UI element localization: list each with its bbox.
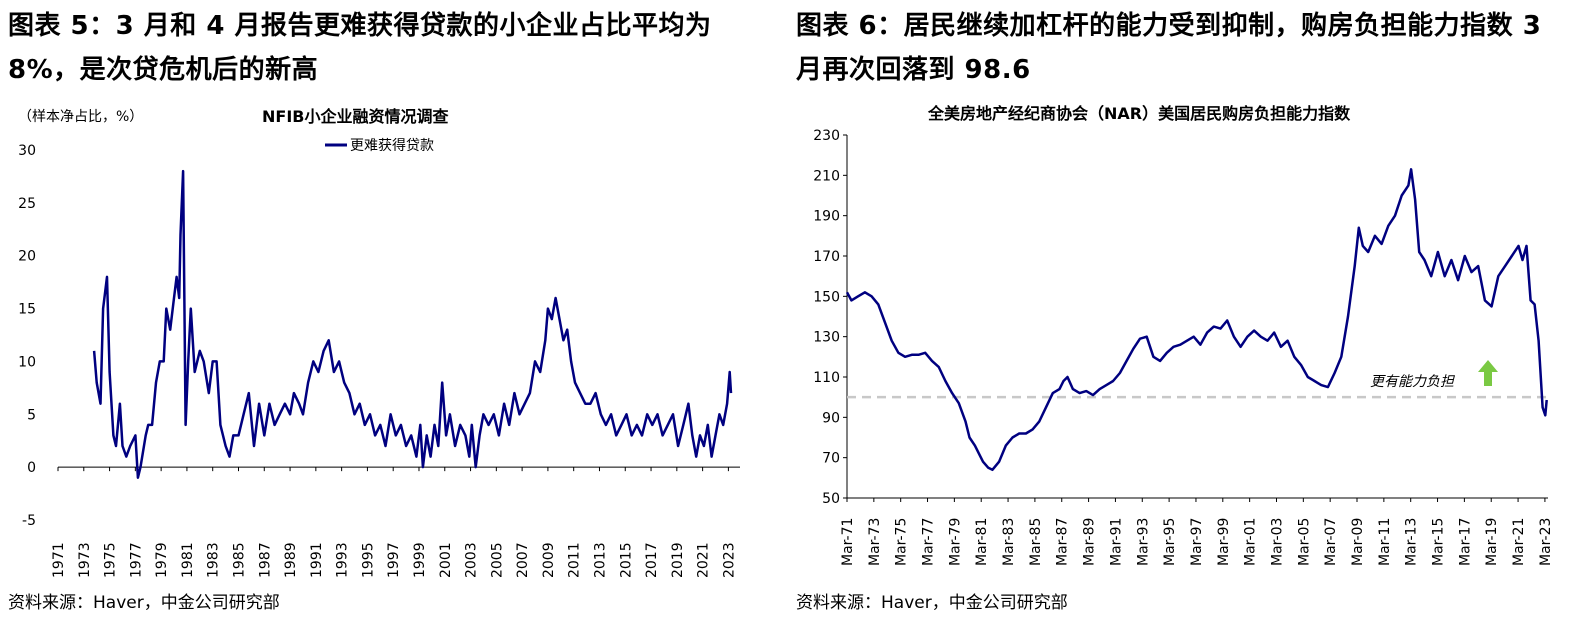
x-tick-label: 2009 [541,542,557,578]
y-tick-label: 5 [27,407,36,423]
x-tick-label: Mar-17 [1457,518,1473,566]
chart-title: NFIB小企业融资情况调查 [262,107,448,126]
series-line-harder-to-get-loans [92,169,733,479]
x-tick-label: 2021 [696,542,712,578]
nfib-chart: NFIB小企业融资情况调查 （样本净占比，%） 更难获得贷款 -5 0 5 10 15 20 25… [18,107,740,578]
y-tick-label: 90 [822,410,840,426]
x-tick-label: 2007 [515,542,531,578]
x-tick-label: 2013 [592,542,608,578]
y-tick-label: 25 [18,196,36,212]
y-tick-label: 190 [813,209,840,225]
figure-6-panel: 图表 6：居民继续加杠杆的能力受到抑制，购房负担能力指数 3 月再次回落到 98… [788,0,1578,624]
x-tick-label: Mar-73 [867,518,883,566]
x-tick-label: 1999 [412,542,428,578]
x-tick-label: 1977 [128,542,144,578]
y-tick-label: 0 [27,460,36,476]
x-tick-label: 1973 [77,542,93,578]
figure-5-panel: 图表 5：3 月和 4 月报告更难获得贷款的小企业占比平均为 8%，是次贷危机后… [0,0,780,624]
x-tick-label: Mar-19 [1484,518,1500,566]
figure-6-source: 资料来源：Haver，中金公司研究部 [796,593,1068,613]
legend-label: 更难获得贷款 [350,137,434,154]
x-tick-label: Mar-07 [1323,518,1339,566]
y-tick-label: 20 [18,249,36,265]
x-tick-label: 2023 [721,542,737,578]
x-tick-label: 1985 [231,542,247,578]
x-tick-label: 1975 [103,542,119,578]
y-tick-label: 70 [822,451,840,467]
x-tick-label: 1979 [154,542,170,578]
x-tick-label: Mar-97 [1189,518,1205,566]
y-axis-label: （样本净占比，%） [18,109,143,125]
x-tick-label: Mar-87 [1055,518,1071,566]
y-tick-label: 210 [813,168,840,184]
x-tick-label: 1991 [309,542,325,578]
x-tick-label: 1989 [283,542,299,578]
x-tick-label: Mar-15 [1431,518,1447,566]
up-arrow-icon [1478,360,1498,386]
y-tick-label: 50 [822,491,840,507]
x-tick-label: Mar-91 [1108,518,1124,566]
x-tick-label: Mar-99 [1216,518,1232,566]
x-tick-label: 1993 [335,542,351,578]
series-line-affordability-index [845,168,1548,472]
x-tick-label: 1987 [257,542,273,578]
x-tick-label: Mar-21 [1511,518,1527,566]
x-tick-label: 2019 [670,542,686,578]
x-tick-label: Mar-83 [1001,518,1017,566]
x-tick-label: Mar-09 [1350,518,1366,566]
x-tick-label: Mar-81 [974,518,990,566]
figure-6-title: 图表 6：居民继续加杠杆的能力受到抑制，购房负担能力指数 3 月再次回落到 98… [796,11,1542,85]
chart-title: 全美房地产经纪商协会（NAR）美国居民购房负担能力指数 [927,104,1351,123]
x-tick-label: Mar-71 [840,518,856,566]
x-tick-label: Mar-95 [1162,518,1178,566]
figure-5-title: 图表 5：3 月和 4 月报告更难获得贷款的小企业占比平均为 8%，是次贷危机后… [8,11,712,85]
annotation-label: 更有能力负担 [1370,374,1456,390]
y-tick-label: 110 [813,370,840,386]
x-tick-label: Mar-11 [1377,518,1393,566]
x-tick-label: Mar-93 [1135,518,1151,566]
x-tick-label: 2003 [464,542,480,578]
x-tick-label: 2011 [567,542,583,578]
x-tick-label: Mar-75 [894,518,910,566]
x-tick-label: 1981 [180,542,196,578]
y-tick-label: 30 [18,143,36,159]
x-tick-label: Mar-13 [1404,518,1420,566]
x-tick-label: Mar-89 [1082,518,1098,566]
x-tick-label: 1995 [360,542,376,578]
y-tick-label: 230 [813,128,840,144]
x-tick-label: 2015 [618,542,634,578]
x-tick-label: 2001 [438,542,454,578]
x-tick-label: Mar-79 [947,518,963,566]
x-tick-label: 2005 [489,542,505,578]
x-tick-label: Mar-05 [1296,518,1312,566]
x-tick-label: 2017 [644,542,660,578]
figure-5-source: 资料来源：Haver，中金公司研究部 [8,593,280,613]
x-tick-label: 1983 [206,542,222,578]
y-tick-label: -5 [22,513,36,529]
x-tick-label: 1997 [386,542,402,578]
y-tick-label: 150 [813,289,840,305]
y-tick-label: 130 [813,330,840,346]
y-tick-label: 10 [18,354,36,370]
x-tick-label: Mar-23 [1538,518,1554,566]
nar-affordability-chart: 全美房地产经纪商协会（NAR）美国居民购房负担能力指数 50 70 90 110 130 1… [813,104,1554,566]
x-tick-label: Mar-77 [921,518,937,566]
x-tick-label: Mar-85 [1028,518,1044,566]
y-tick-label: 15 [18,302,36,318]
y-tick-label: 170 [813,249,840,265]
x-tick-label: 1971 [51,542,67,578]
x-tick-label: Mar-01 [1243,518,1259,566]
x-tick-label: Mar-03 [1269,518,1285,566]
